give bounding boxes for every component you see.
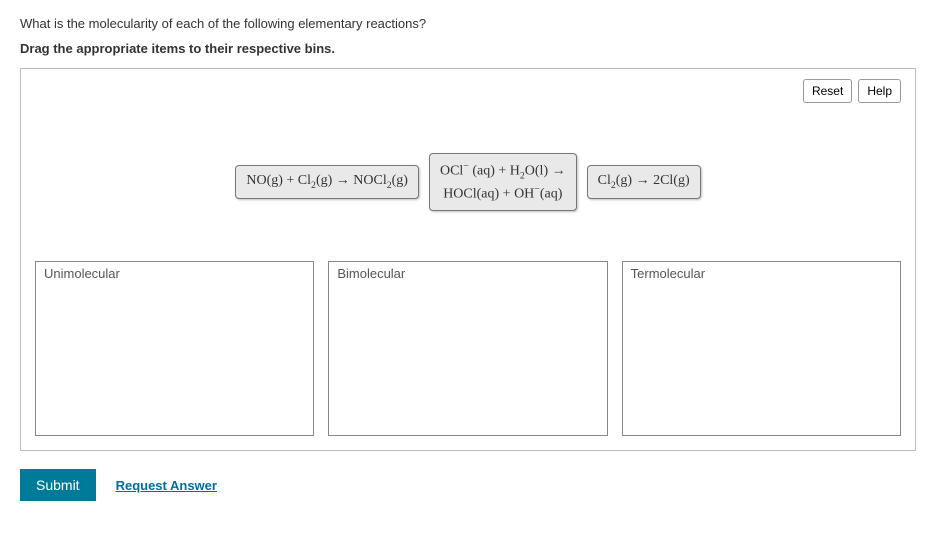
bin-label: Bimolecular — [337, 266, 405, 281]
submit-button[interactable]: Submit — [20, 469, 96, 501]
bins-row: Unimolecular Bimolecular Termolecular — [35, 261, 901, 436]
bin-bimolecular[interactable]: Bimolecular — [328, 261, 607, 436]
bin-termolecular[interactable]: Termolecular — [622, 261, 901, 436]
bin-label: Unimolecular — [44, 266, 120, 281]
instruction-text: Drag the appropriate items to their resp… — [20, 41, 916, 56]
question-text: What is the molecularity of each of the … — [20, 16, 916, 31]
reset-button[interactable]: Reset — [803, 79, 852, 103]
draggable-item[interactable]: Cl2(g) → 2Cl(g) — [587, 165, 701, 199]
bin-unimolecular[interactable]: Unimolecular — [35, 261, 314, 436]
request-answer-link[interactable]: Request Answer — [116, 478, 217, 493]
draggable-item[interactable]: NO(g) + Cl2(g) → NOCl2(g) — [235, 165, 419, 199]
help-button[interactable]: Help — [858, 79, 901, 103]
bin-label: Termolecular — [631, 266, 705, 281]
top-button-row: Reset Help — [803, 79, 901, 103]
draggable-items-row: NO(g) + Cl2(g) → NOCl2(g) OCl− (aq) + H2… — [35, 153, 901, 211]
draggable-item[interactable]: OCl− (aq) + H2O(l) →HOCl(aq) + OH−(aq) — [429, 153, 577, 211]
work-area: Reset Help NO(g) + Cl2(g) → NOCl2(g) OCl… — [20, 68, 916, 451]
footer-row: Submit Request Answer — [20, 469, 916, 501]
